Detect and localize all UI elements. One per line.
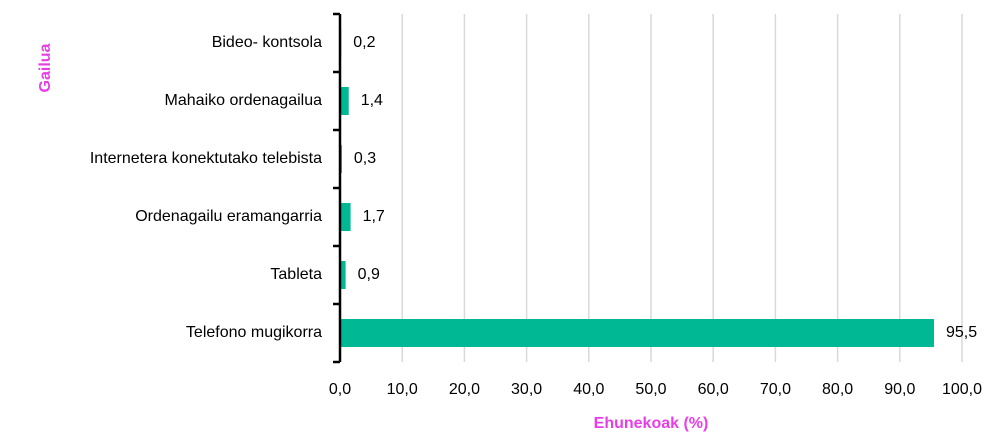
value-label: 0,9 (358, 266, 380, 283)
x-tick-label: 90,0 (884, 381, 915, 398)
y-tick-label: Tableta (270, 266, 322, 283)
bar (340, 261, 346, 289)
bar (340, 203, 351, 231)
y-tick-label: Ordenagailu eramangarria (135, 208, 322, 225)
value-label: 0,2 (353, 34, 375, 51)
x-tick-label: 60,0 (698, 381, 729, 398)
value-label: 95,5 (946, 324, 977, 341)
value-label: 1,4 (361, 92, 383, 109)
value-label: 1,7 (363, 208, 385, 225)
y-tick-label: Bideo- kontsola (212, 34, 322, 51)
x-tick-label: 40,0 (573, 381, 604, 398)
bar (340, 319, 935, 347)
bar (340, 87, 349, 115)
x-tick-label: 10,0 (387, 381, 418, 398)
x-axis-title: Ehunekoak (%) (594, 415, 709, 432)
y-axis-title: Gailua (37, 43, 54, 92)
x-tick-label: 30,0 (511, 381, 542, 398)
x-tick-label: 20,0 (449, 381, 480, 398)
y-tick-label: Internetera konektutako telebista (90, 150, 322, 167)
y-tick-label: Mahaiko ordenagailua (165, 92, 323, 109)
x-tick-label: 70,0 (760, 381, 791, 398)
x-tick-label: 50,0 (635, 381, 666, 398)
x-tick-label: 80,0 (822, 381, 853, 398)
x-tick-label: 100,0 (942, 381, 982, 398)
value-label: 0,3 (354, 150, 376, 167)
x-tick-label: 0,0 (329, 381, 351, 398)
y-tick-label: Telefono mugikorra (186, 324, 322, 341)
